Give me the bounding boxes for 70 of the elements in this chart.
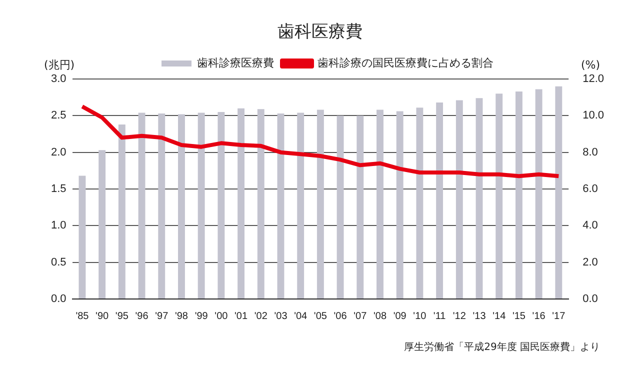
- x-tick-label: '14: [492, 310, 506, 322]
- y-tick-label: 2.0: [50, 146, 66, 158]
- x-tick-label: '90: [96, 310, 110, 322]
- y-axis-title: (兆円): [44, 58, 75, 72]
- x-tick-label: '09: [393, 310, 407, 322]
- x-tick-label: '13: [472, 310, 486, 322]
- bar: [277, 113, 284, 298]
- x-tick-label: '03: [274, 310, 288, 322]
- y2-tick-label: 6.0: [582, 183, 598, 196]
- text: 厚生労働省「平成29年度 国民医療費」より: [404, 340, 600, 354]
- chart-title: 歯科医療費: [276, 21, 364, 43]
- bar: [238, 108, 245, 298]
- bar: [535, 89, 542, 298]
- x-tick-label: '00: [214, 310, 228, 322]
- bar: [436, 102, 444, 298]
- y-tick-label: 0.0: [50, 293, 66, 306]
- x-tick-label: '04: [294, 310, 308, 322]
- x-tick-label: '12: [452, 310, 466, 322]
- x-tick-label: '11: [433, 310, 446, 322]
- bar: [257, 109, 264, 298]
- y2-tick-label: 12.0: [582, 73, 604, 86]
- bar: [555, 86, 562, 298]
- y-tick-label: 2.5: [50, 110, 66, 122]
- y-tick-label: 0.5: [50, 256, 66, 268]
- x-tick-label: '06: [334, 310, 348, 322]
- bar: [456, 100, 463, 298]
- x-tick-label: '08: [373, 310, 387, 322]
- bar: [316, 110, 324, 298]
- y-tick-label: 3.0: [50, 73, 66, 86]
- bar: [78, 176, 86, 298]
- legend-label: 歯科診療の国民医療費に占める割合: [318, 56, 494, 70]
- bar: [376, 110, 384, 298]
- bar: [198, 112, 205, 298]
- bar: [158, 113, 166, 298]
- y-tick-label: 1.5: [50, 183, 66, 196]
- y2-tick-label: 0.0: [582, 293, 598, 306]
- x-tick-label: '96: [135, 310, 149, 322]
- y2-axis-title: (%): [580, 58, 600, 72]
- y2-tick-label: 10.0: [582, 110, 604, 122]
- x-tick-label: '10: [413, 310, 427, 322]
- x-tick-label: '95: [115, 310, 129, 322]
- x-tick-label: '07: [354, 310, 368, 322]
- x-tick-label: '01: [234, 310, 248, 322]
- y2-tick-label: 8.0: [582, 146, 598, 158]
- x-tick-label: '97: [155, 310, 169, 322]
- bar: [118, 124, 126, 298]
- bar: [416, 108, 424, 298]
- y2-tick-label: 4.0: [582, 220, 598, 232]
- x-tick-label: '02: [254, 310, 268, 322]
- x-tick-label: '17: [552, 310, 566, 322]
- bar: [336, 116, 344, 298]
- y-tick-label: 1.0: [50, 220, 66, 232]
- bar: [178, 114, 185, 298]
- bar: [515, 91, 522, 298]
- bar: [496, 94, 503, 298]
- x-tick-label: '98: [174, 310, 188, 322]
- bar: [476, 98, 483, 298]
- x-tick-label: '85: [76, 310, 90, 322]
- y2-tick-label: 2.0: [582, 256, 598, 268]
- x-tick-label: '05: [314, 310, 328, 322]
- x-tick-label: '16: [532, 310, 546, 322]
- x-tick-label: '99: [194, 310, 208, 322]
- x-tick-label: '15: [512, 310, 526, 322]
- bar: [138, 112, 146, 298]
- bar: [396, 111, 404, 298]
- bar: [297, 112, 304, 298]
- legend-label: 歯科診療医療費: [197, 56, 274, 70]
- bar: [218, 112, 225, 298]
- bar: [356, 116, 364, 298]
- bar: [98, 150, 106, 298]
